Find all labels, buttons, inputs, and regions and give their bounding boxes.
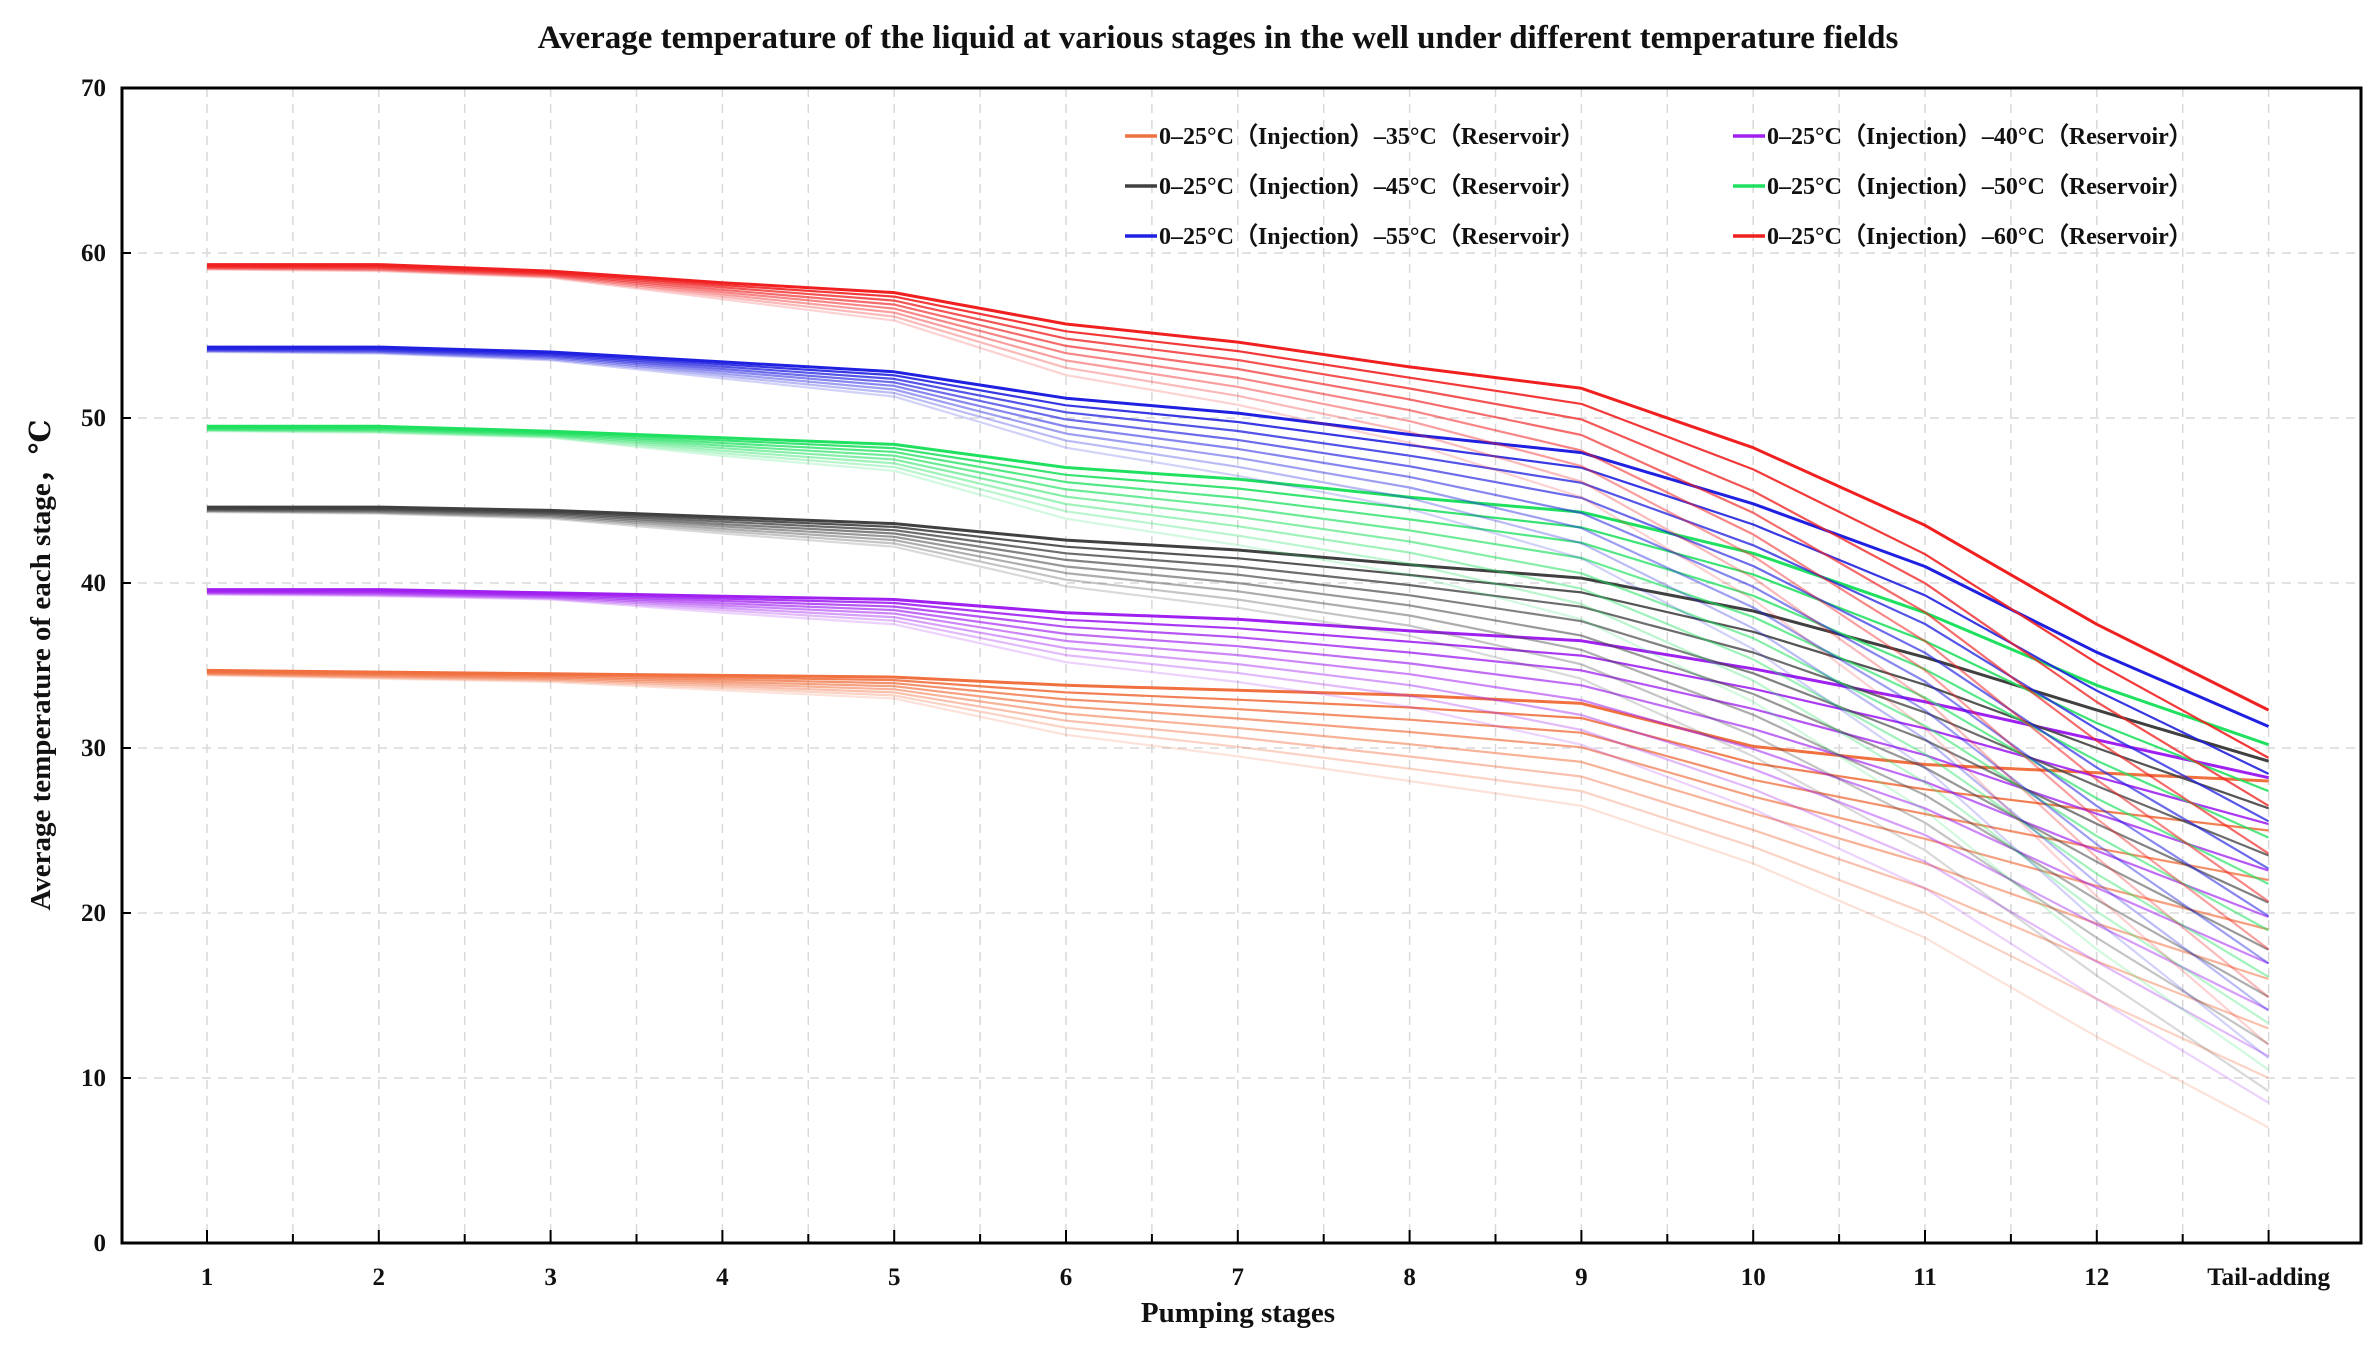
series-lines [206, 263, 2270, 1129]
legend-item: 0–25°C（Injection）–55°C（Reservoir） [1125, 223, 1585, 250]
x-tick-label: 7 [1232, 1264, 1245, 1291]
legend-label: 0–25°C（Injection）–55°C（Reservoir） [1159, 223, 1585, 250]
legend-label: 0–25°C（Injection）–60°C（Reservoir） [1767, 223, 2193, 250]
legend-item: 0–25°C（Injection）–50°C（Reservoir） [1733, 173, 2193, 200]
series-line [206, 593, 2270, 1104]
x-tick-label: 8 [1403, 1264, 1416, 1291]
y-tick-label: 10 [81, 1065, 106, 1092]
legend-item: 0–25°C（Injection）–35°C（Reservoir） [1125, 123, 1585, 150]
series-line [206, 509, 2270, 998]
x-tick-label: 1 [201, 1264, 214, 1291]
series-line [207, 505, 2270, 763]
chart-title: Average temperature of the liquid at var… [538, 20, 1899, 56]
legend-item: 0–25°C（Injection）–45°C（Reservoir） [1125, 173, 1585, 200]
series-group [206, 588, 2270, 1104]
series-line [206, 671, 2269, 931]
series-line [206, 268, 2270, 1046]
legend-label: 0–25°C（Injection）–50°C（Reservoir） [1767, 173, 2193, 200]
series-line [206, 430, 2270, 1071]
y-tick-label: 50 [81, 405, 106, 432]
series-line [206, 508, 2270, 951]
x-tick-label: 4 [716, 1264, 729, 1291]
series-line [206, 511, 2270, 1093]
legend-label: 0–25°C（Injection）–45°C（Reservoir） [1159, 173, 1585, 200]
legend-label: 0–25°C（Injection）–40°C（Reservoir） [1767, 123, 2193, 150]
series-line [206, 350, 2270, 1060]
legend-label: 0–25°C（Injection）–35°C（Reservoir） [1159, 123, 1585, 150]
series-line [207, 263, 2270, 712]
x-tick-label: 3 [544, 1264, 557, 1291]
series-line [206, 507, 2270, 857]
series-group [206, 345, 2270, 1060]
x-tick-label: 6 [1060, 1264, 1073, 1291]
series-line [206, 592, 2270, 1058]
grid [122, 88, 2361, 1243]
x-tick-label: Tail-adding [2207, 1264, 2330, 1291]
x-tick-label: 11 [1913, 1264, 1937, 1291]
series-line [206, 347, 2270, 823]
series-group [206, 424, 2270, 1071]
y-tick-label: 70 [81, 75, 106, 102]
x-tick-label: 10 [1741, 1264, 1766, 1291]
y-tick-label: 60 [81, 240, 106, 267]
legend: 0–25°C（Injection）–35°C（Reservoir） 0–25°C（… [1125, 123, 2193, 250]
series-group [206, 668, 2270, 1129]
series-line [206, 267, 2270, 998]
series-line [206, 673, 2270, 1079]
x-tick-label: 5 [888, 1264, 901, 1291]
x-tick-label: 9 [1575, 1264, 1588, 1291]
series-line [206, 348, 2270, 918]
series-line [206, 670, 2269, 882]
y-tick-label: 30 [81, 735, 106, 762]
x-tick-label: 2 [373, 1264, 386, 1291]
legend-item: 0–25°C（Injection）–40°C（Reservoir） [1733, 123, 2193, 150]
y-tick-label: 0 [94, 1230, 107, 1257]
y-axis-label: Average temperature of each stage，℃ [25, 419, 57, 910]
series-line [207, 345, 2270, 728]
y-tick-label: 20 [81, 900, 106, 927]
series-line [206, 674, 2270, 1129]
y-tick-label: 40 [81, 570, 106, 597]
series-line [206, 350, 2270, 1012]
series-line [207, 588, 2269, 780]
series-line [206, 429, 2270, 1025]
plot-area-frame [120, 86, 2363, 1245]
series-line [206, 668, 2269, 783]
x-axis-label: Pumping stages [1141, 1297, 1335, 1329]
series-line [206, 349, 2270, 965]
series-group [206, 263, 2270, 1046]
x-tick-label: 12 [2084, 1264, 2109, 1291]
legend-item: 0–25°C（Injection）–60°C（Reservoir） [1733, 223, 2193, 250]
series-line [206, 672, 2269, 981]
series-line [206, 510, 2270, 1046]
series-group [206, 505, 2270, 1093]
